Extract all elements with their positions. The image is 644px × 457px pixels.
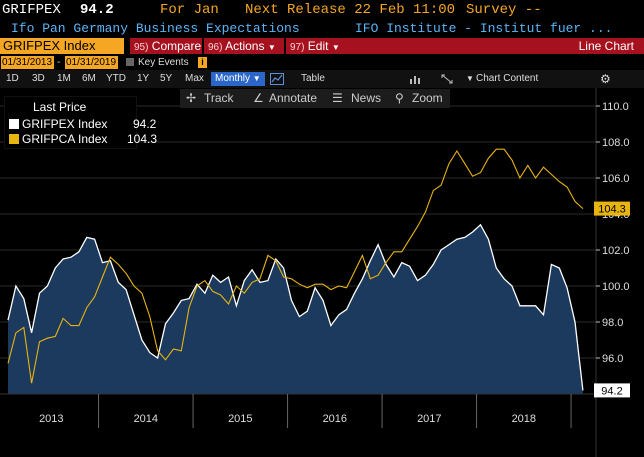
key-events-label: Key Events: [138, 57, 189, 68]
period-max[interactable]: Max: [185, 73, 204, 84]
period-1m[interactable]: 1M: [57, 73, 71, 84]
date-separator: -: [57, 57, 61, 68]
last-value-label: 94.2: [601, 385, 622, 397]
date-range-bar: 01/31/2013 - 01/31/2019 Key Events i: [0, 55, 644, 70]
period-1y[interactable]: 1Y: [137, 73, 150, 84]
index-source: IFO Institute - Institut fuer ...: [355, 21, 613, 36]
news-icon[interactable]: ☰: [332, 91, 343, 105]
last-value-labels: 104.3 94.2: [594, 201, 630, 398]
grifpex-line: [7, 223, 584, 391]
period-6m[interactable]: 6M: [82, 73, 96, 84]
actions-number: 96): [208, 42, 223, 53]
annotate-button[interactable]: Annotate: [269, 91, 318, 105]
chevron-down-icon: ▼: [252, 74, 261, 83]
legend-entry-grifpca[interactable]: GRIFPCA Index 104.3: [9, 132, 157, 146]
frequency-label: Monthly: [215, 73, 251, 84]
period-5y[interactable]: 5Y: [160, 73, 173, 84]
security-description: Ifo Pan Germany Business Expectations IF…: [0, 20, 644, 37]
legend-label: GRIFPEX Index: [22, 117, 108, 131]
zoom-button[interactable]: Zoom: [412, 91, 443, 105]
end-date-field[interactable]: 01/31/2019: [65, 56, 118, 69]
chevron-down-icon: ▼: [466, 74, 474, 83]
function-toolbar: GRIFPEX Index 95) Compare 96) Actions ▼ …: [0, 37, 644, 55]
x-tick-label: 2018: [512, 413, 536, 425]
y-tick-label: 100.0: [602, 281, 630, 293]
info-icon[interactable]: i: [198, 57, 207, 68]
bar-chart-icon[interactable]: [409, 74, 421, 84]
period-3d[interactable]: 3D: [32, 73, 45, 84]
last-value-label: 104.3: [598, 204, 626, 216]
start-date-field[interactable]: 01/31/2013: [1, 56, 54, 69]
release-period: For Jan: [160, 2, 219, 18]
period-1d[interactable]: 1D: [6, 73, 19, 84]
legend-title: Last Price: [33, 100, 87, 114]
y-tick-label: 98.0: [602, 317, 623, 329]
table-button[interactable]: Table: [301, 73, 325, 84]
resize-icon[interactable]: [441, 74, 453, 84]
frequency-dropdown[interactable]: Monthly ▼: [211, 72, 265, 86]
security-header: GRIFPEX 94.2 For Jan Next Release 22 Feb…: [0, 0, 644, 20]
gear-icon[interactable]: ⚙: [600, 72, 611, 86]
chevron-down-icon: ▼: [267, 43, 276, 52]
zoom-icon[interactable]: ⚲: [395, 91, 404, 105]
last-value-box: [594, 201, 630, 216]
chart-tools-bar: ✢ Track ∠ Annotate ☰ News ⚲ Zoom: [180, 89, 450, 108]
legend-value: 104.3: [127, 132, 158, 146]
key-events-checkbox[interactable]: [126, 58, 134, 66]
actions-label: Actions: [225, 39, 265, 53]
x-tick-label: 2016: [323, 413, 347, 425]
price-chart[interactable]: 2013 2014 2015 2016 2017 2018 96.098.0100.010…: [0, 88, 644, 457]
track-button[interactable]: Track: [204, 91, 234, 105]
period-bar: 1D 3D 1M 6M YTD 1Y 5Y Max Monthly ▼ Tabl…: [0, 70, 644, 88]
line-chart-icon[interactable]: [270, 73, 284, 85]
survey: Survey --: [466, 2, 542, 18]
legend-value: 94.2: [133, 117, 157, 131]
legend-label: GRIFPCA Index: [22, 132, 108, 146]
x-tick-label: 2015: [228, 413, 252, 425]
edit-number: 97): [290, 42, 305, 53]
x-tick-label: 2013: [39, 413, 63, 425]
last-value-box: [594, 383, 630, 398]
period-ytd[interactable]: YTD: [106, 73, 126, 84]
legend-swatch: [9, 134, 19, 144]
y-tick-label: 110.0: [602, 101, 629, 113]
move-icon[interactable]: ✢: [186, 91, 197, 105]
news-button[interactable]: News: [351, 91, 382, 105]
chart-legend: Last Price GRIFPEX Index 94.2 GRIFPCA In…: [4, 96, 157, 149]
x-axis-ticks: 2013 2014 2015 2016 2017 2018: [39, 394, 572, 428]
chart-type-label: Line Chart: [344, 38, 644, 54]
x-tick-label: 2014: [134, 413, 158, 425]
compare-button[interactable]: 95) Compare: [130, 38, 202, 54]
y-tick-label: 108.0: [602, 137, 630, 149]
legend-swatch: [9, 119, 19, 129]
y-tick-label: 102.0: [602, 245, 630, 257]
x-tick-label: 2017: [417, 413, 441, 425]
edit-label: Edit: [307, 39, 329, 53]
last-value: 94.2: [80, 2, 114, 18]
legend-entry-grifpex[interactable]: GRIFPEX Index 94.2: [9, 117, 156, 131]
y-tick-label: 106.0: [602, 173, 630, 185]
compare-label: Compare: [151, 39, 202, 53]
index-name: Ifo Pan Germany Business Expectations: [11, 21, 300, 36]
actions-button[interactable]: 96) Actions ▼: [204, 38, 284, 54]
grifpca-line: [7, 148, 584, 384]
security-field[interactable]: GRIFPEX Index: [0, 38, 124, 54]
next-release: Next Release 22 Feb 11:00: [245, 2, 456, 18]
compare-number: 95): [134, 42, 149, 53]
edit-button[interactable]: 97) Edit ▼: [286, 38, 346, 54]
annotate-icon[interactable]: ∠: [253, 91, 264, 105]
chart-content-button[interactable]: Chart Content: [476, 73, 539, 84]
ticker-symbol: GRIFPEX: [2, 2, 61, 18]
chevron-down-icon: ▼: [331, 43, 340, 52]
y-tick-label: 96.0: [602, 353, 623, 365]
